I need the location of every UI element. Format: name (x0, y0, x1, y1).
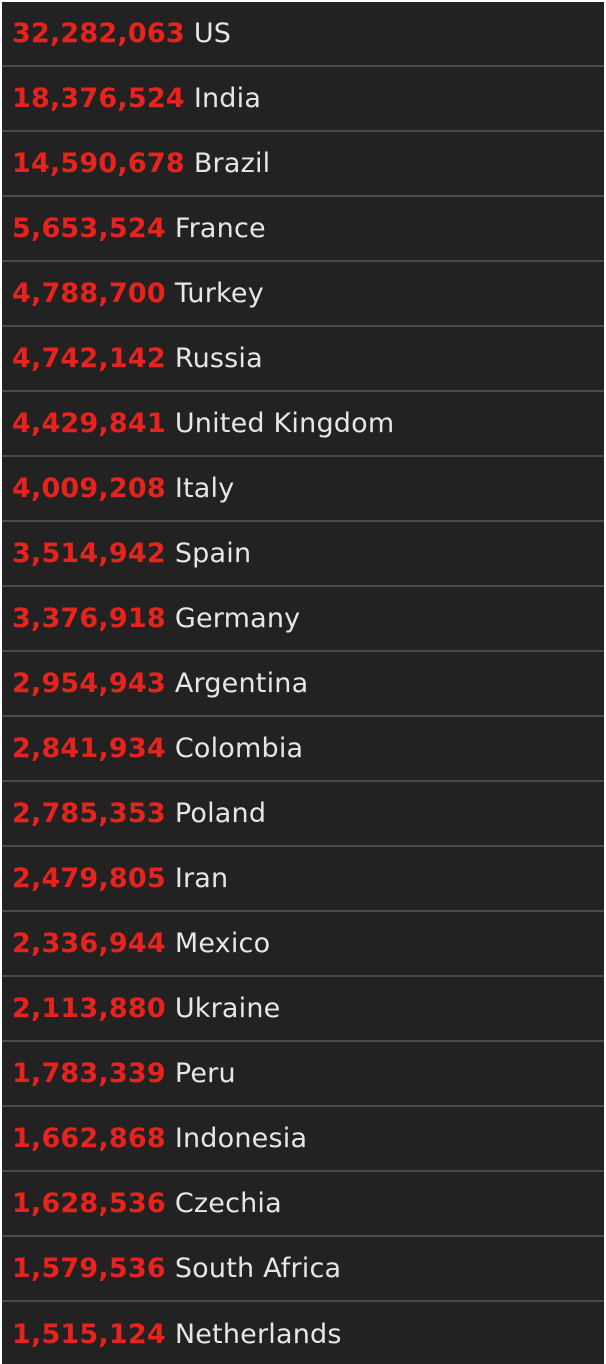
case-count: 1,515,124 (12, 1319, 166, 1350)
country-name: South Africa (174, 1253, 342, 1284)
case-count: 1,579,536 (12, 1253, 166, 1284)
case-count: 3,514,942 (12, 538, 166, 569)
country-name: Spain (174, 538, 252, 569)
country-name: Russia (174, 343, 263, 374)
country-row[interactable]: 2,785,353 Poland (2, 782, 604, 847)
country-row[interactable]: 4,009,208 Italy (2, 457, 604, 522)
case-count: 14,590,678 (12, 148, 185, 179)
country-name: Peru (174, 1058, 236, 1089)
country-name: US (193, 18, 232, 49)
country-row[interactable]: 1,579,536 South Africa (2, 1237, 604, 1302)
country-row[interactable]: 3,376,918 Germany (2, 587, 604, 652)
country-row[interactable]: 2,841,934 Colombia (2, 717, 604, 782)
country-row[interactable]: 1,515,124 Netherlands (2, 1302, 604, 1364)
case-count: 2,479,805 (12, 863, 166, 894)
country-row[interactable]: 2,479,805 Iran (2, 847, 604, 912)
country-name: Colombia (174, 733, 304, 764)
case-count: 32,282,063 (12, 18, 185, 49)
country-name: Mexico (174, 928, 271, 959)
case-count: 4,009,208 (12, 473, 166, 504)
case-count: 2,785,353 (12, 798, 166, 829)
country-name: Netherlands (174, 1319, 342, 1350)
case-count: 4,742,142 (12, 343, 166, 374)
country-row[interactable]: 1,628,536 Czechia (2, 1172, 604, 1237)
country-name: Turkey (174, 278, 264, 309)
case-count: 4,429,841 (12, 408, 166, 439)
country-name: Germany (174, 603, 301, 634)
country-row[interactable]: 3,514,942 Spain (2, 522, 604, 587)
country-row[interactable]: 2,336,944 Mexico (2, 912, 604, 977)
case-count: 5,653,524 (12, 213, 166, 244)
country-name: Indonesia (174, 1123, 308, 1154)
country-name: Iran (174, 863, 229, 894)
case-count: 1,783,339 (12, 1058, 166, 1089)
country-row[interactable]: 2,954,943 Argentina (2, 652, 604, 717)
case-count: 2,336,944 (12, 928, 166, 959)
country-row[interactable]: 1,662,868 Indonesia (2, 1107, 604, 1172)
case-count: 4,788,700 (12, 278, 166, 309)
country-row[interactable]: 4,429,841 United Kingdom (2, 392, 604, 457)
case-count: 2,841,934 (12, 733, 166, 764)
case-count: 18,376,524 (12, 83, 185, 114)
country-name: Brazil (193, 148, 271, 179)
case-count: 3,376,918 (12, 603, 166, 634)
country-name: United Kingdom (174, 408, 395, 439)
country-row[interactable]: 5,653,524 France (2, 197, 604, 262)
country-row[interactable]: 18,376,524 India (2, 67, 604, 132)
case-count: 1,628,536 (12, 1188, 166, 1219)
country-name: Poland (174, 798, 267, 829)
case-count: 2,954,943 (12, 668, 166, 699)
country-name: Italy (174, 473, 235, 504)
country-name: Czechia (174, 1188, 282, 1219)
case-count: 2,113,880 (12, 993, 166, 1024)
country-name: India (193, 83, 262, 114)
case-count: 1,662,868 (12, 1123, 166, 1154)
country-row[interactable]: 32,282,063 US (2, 2, 604, 67)
country-name: Ukraine (174, 993, 281, 1024)
country-row[interactable]: 4,742,142 Russia (2, 327, 604, 392)
country-row[interactable]: 2,113,880 Ukraine (2, 977, 604, 1042)
country-name: France (174, 213, 266, 244)
country-name: Argentina (174, 668, 309, 699)
country-row[interactable]: 14,590,678 Brazil (2, 132, 604, 197)
country-row[interactable]: 1,783,339 Peru (2, 1042, 604, 1107)
country-row[interactable]: 4,788,700 Turkey (2, 262, 604, 327)
